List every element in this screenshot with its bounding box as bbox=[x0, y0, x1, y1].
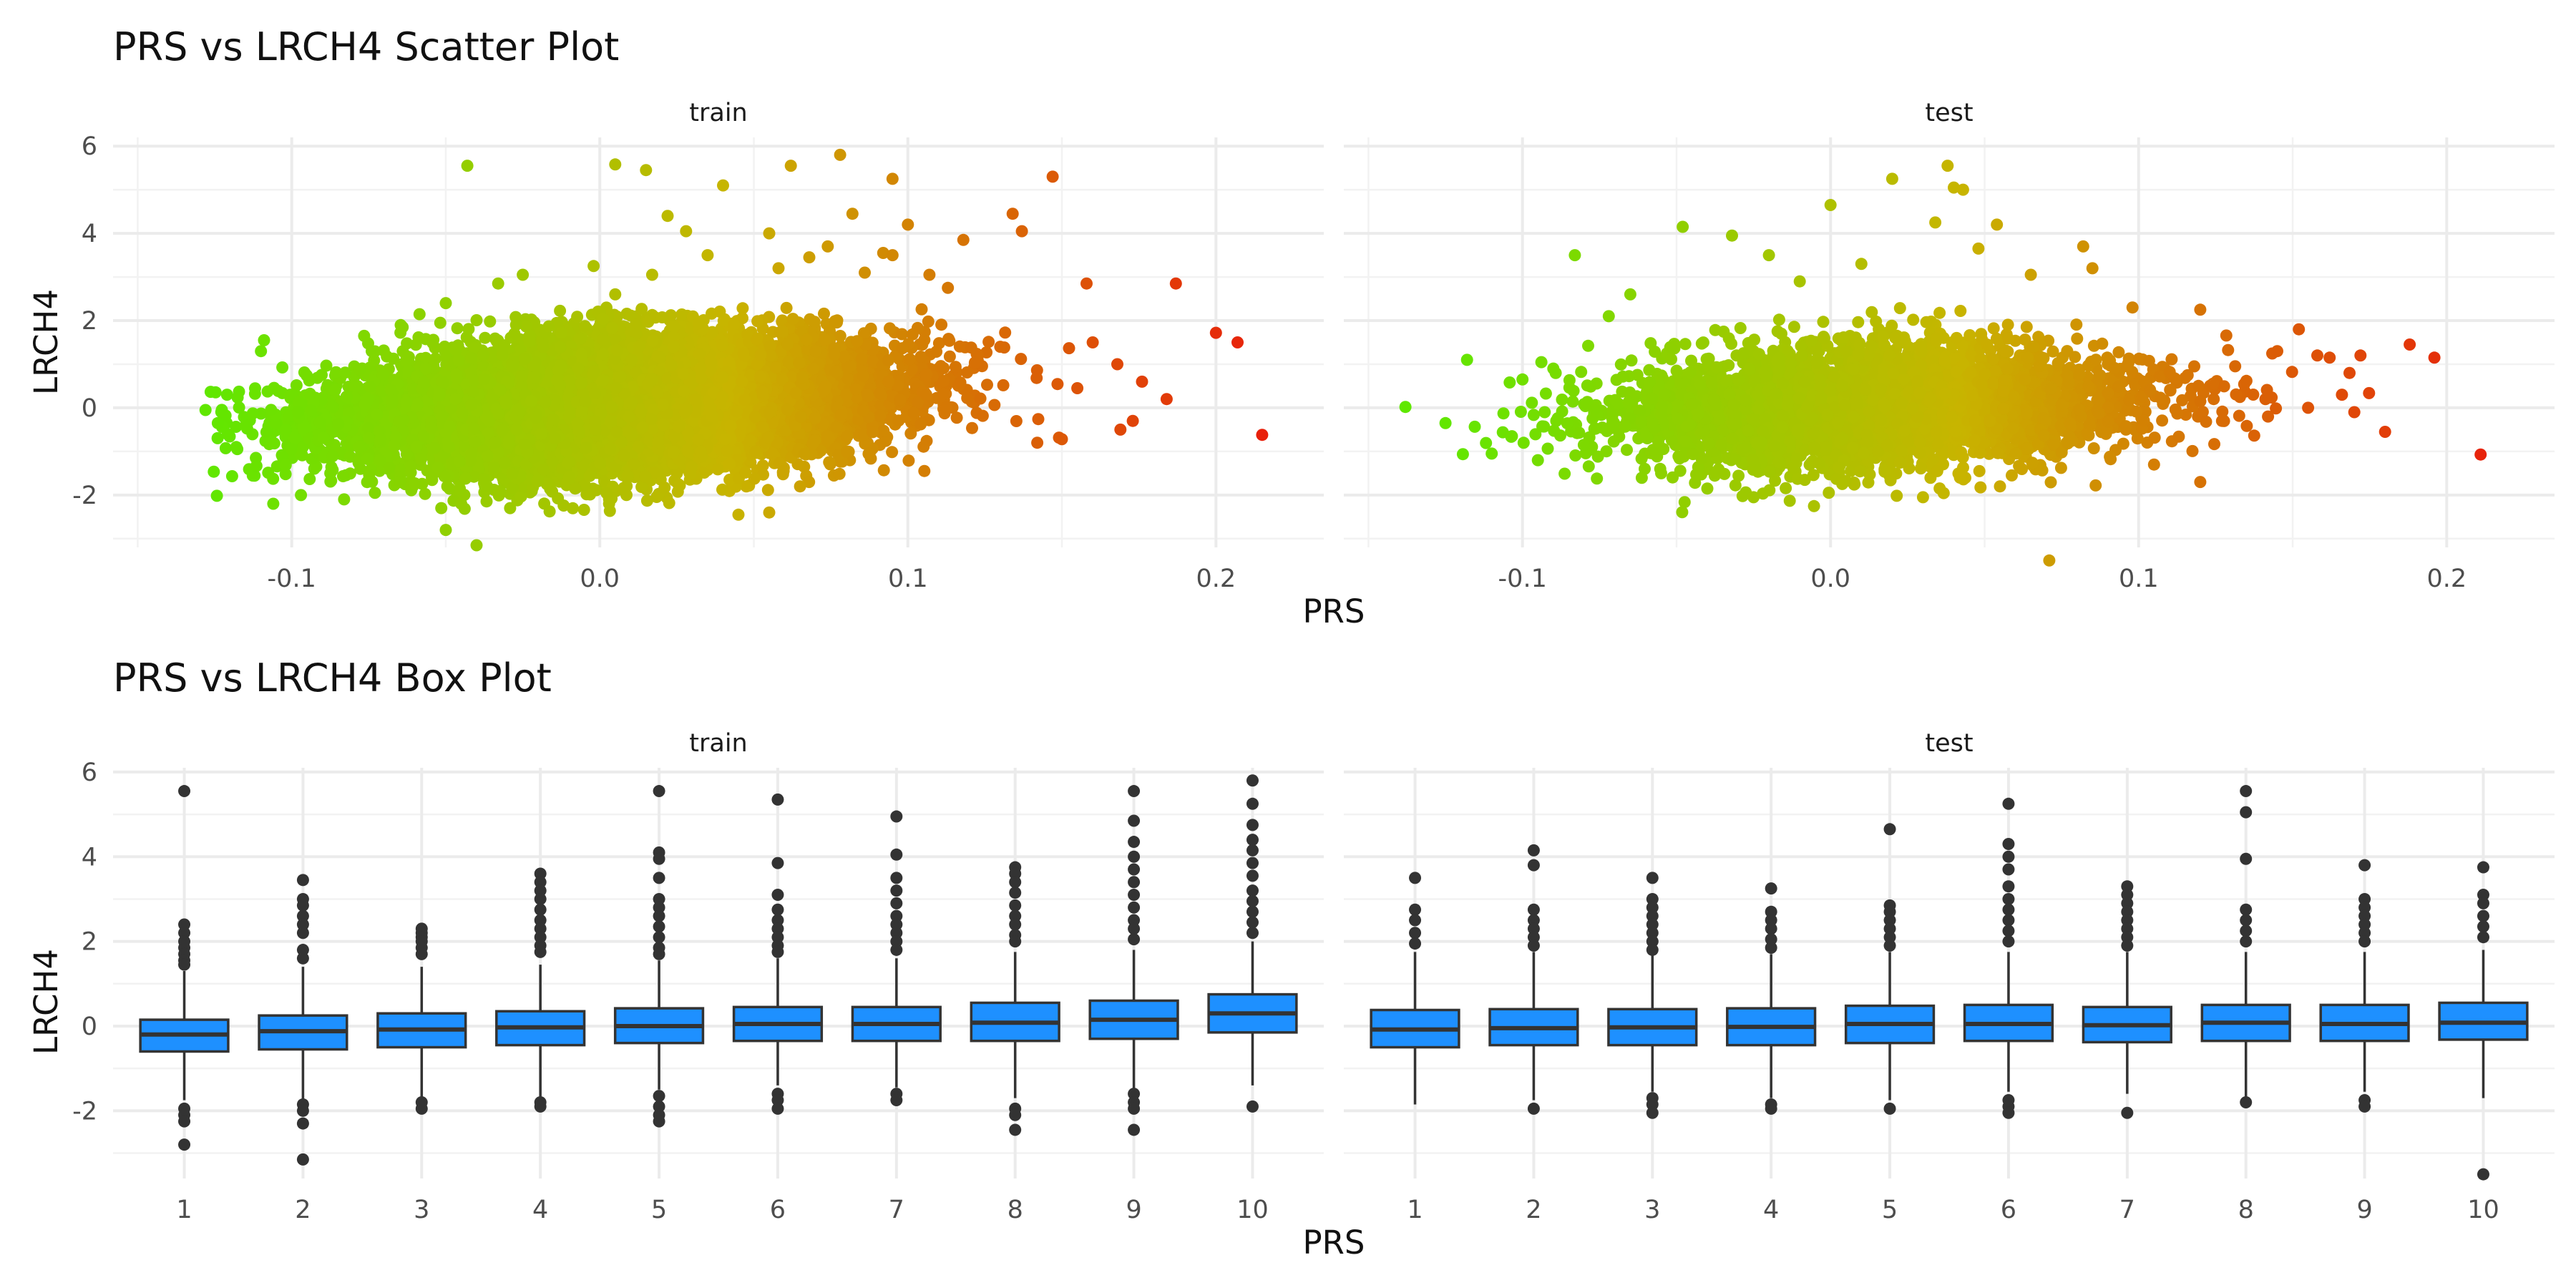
scatter-title: PRS vs LRCH4 Scatter Plot bbox=[113, 24, 619, 69]
y-tick-label: 4 bbox=[82, 220, 97, 248]
y-tick-label: 6 bbox=[82, 132, 97, 161]
y-tick-label: -2 bbox=[72, 482, 97, 510]
scatter-strip-train: train bbox=[689, 99, 747, 127]
scatter-point bbox=[935, 318, 948, 331]
scatter-point bbox=[981, 379, 993, 391]
scatter-strip-test: test bbox=[1925, 99, 1973, 127]
scatter-point bbox=[210, 489, 223, 502]
scatter-points bbox=[199, 148, 1269, 552]
scatter-x-axis-label: PRS bbox=[1303, 592, 1365, 630]
scatter-point bbox=[997, 379, 1010, 391]
scatter-point bbox=[577, 504, 590, 516]
scatter-point bbox=[780, 301, 793, 314]
scatter-point bbox=[462, 323, 475, 336]
scatter-point bbox=[249, 382, 261, 395]
x-tick-label: 0.2 bbox=[1196, 565, 1236, 593]
scatter-point bbox=[413, 308, 426, 321]
x-tick-label: 0.1 bbox=[888, 565, 928, 593]
scatter-point bbox=[999, 326, 1012, 339]
x-tick-label: -0.1 bbox=[268, 565, 316, 593]
y-tick-label: 0 bbox=[82, 394, 97, 423]
scatter-point bbox=[480, 495, 493, 508]
y-tick-label: 2 bbox=[82, 307, 97, 336]
scatter-panel-train: -0.1 0.0 0.1 0.2 -2 0 2 4 6 bbox=[72, 132, 1324, 593]
scatter-y-axis-label: LRCH4 bbox=[27, 289, 65, 395]
scatter-point bbox=[877, 464, 890, 477]
scatter-point bbox=[225, 470, 238, 482]
scatter-point bbox=[918, 464, 931, 477]
scatter-point bbox=[504, 502, 517, 514]
scatter-section: PRS vs LRCH4 Scatter Plot train test PRS… bbox=[27, 24, 2555, 630]
x-tick-label: 0.0 bbox=[580, 565, 620, 593]
scatter-panels: -0.1 0.0 0.1 0.2 -2 0 2 4 6-0.1 0.0 0.1 0.2 bbox=[72, 132, 2555, 593]
